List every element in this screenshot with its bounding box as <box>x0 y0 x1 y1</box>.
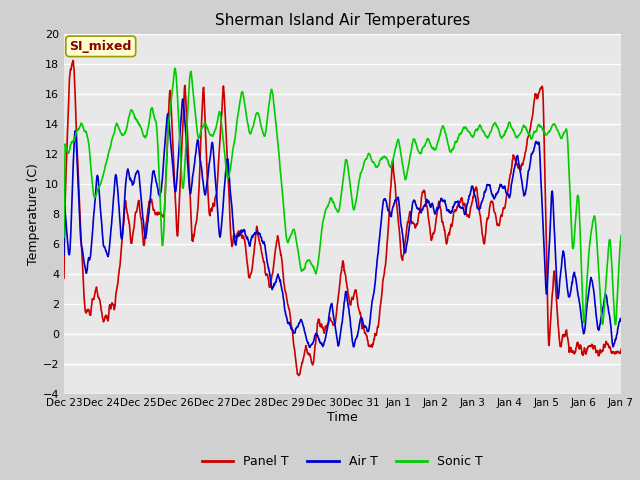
Y-axis label: Temperature (C): Temperature (C) <box>27 163 40 264</box>
X-axis label: Time: Time <box>327 411 358 424</box>
Legend: Panel T, Air T, Sonic T: Panel T, Air T, Sonic T <box>196 450 488 473</box>
Text: SI_mixed: SI_mixed <box>70 40 132 53</box>
Title: Sherman Island Air Temperatures: Sherman Island Air Temperatures <box>215 13 470 28</box>
